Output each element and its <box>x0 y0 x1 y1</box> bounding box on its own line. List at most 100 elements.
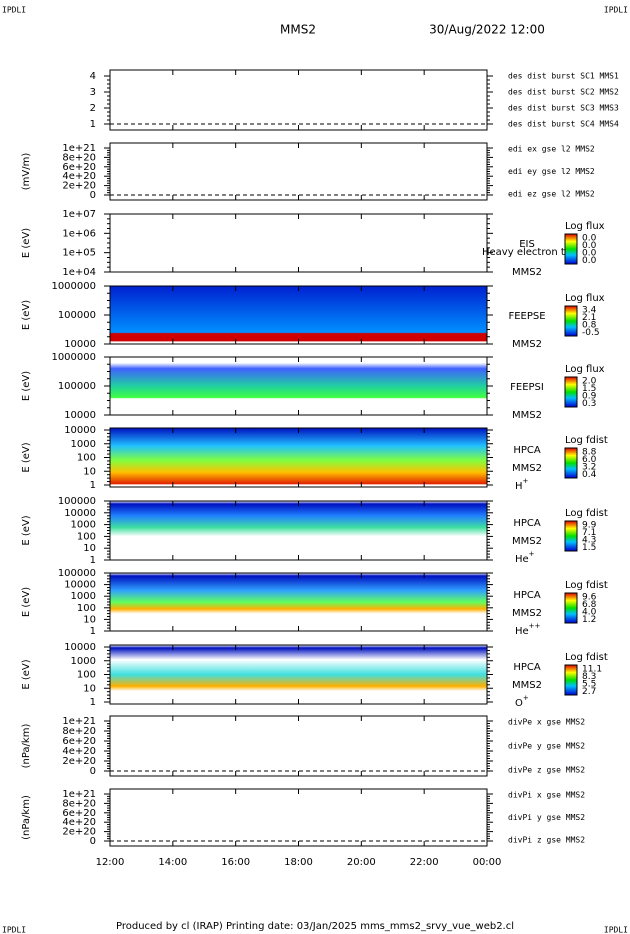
y-tick-label: 10000 <box>64 410 96 421</box>
y-tick-label: 10000 <box>64 339 96 350</box>
y-tick-label: 1000 <box>71 656 96 667</box>
legend-entry: edi ez gse l2 MMS2 <box>508 190 595 199</box>
y-tick-label: 1e+21 <box>62 143 96 154</box>
y-tick-label: 0 <box>90 190 96 201</box>
instrument: EIS <box>519 239 535 250</box>
x-tick-label: 20:00 <box>347 857 376 868</box>
legend-entry: des dist burst SC2 MMS2 <box>508 88 619 97</box>
corner-label: IPDLI <box>2 6 26 15</box>
colorbar <box>564 520 578 552</box>
legend-entry: divPe x gse MMS2 <box>508 718 585 727</box>
y-axis-label: E (eV) <box>21 371 32 401</box>
species: He++ <box>515 622 541 637</box>
species-charge: + <box>523 694 529 702</box>
y-tick-label: 1 <box>90 626 96 637</box>
colorbar <box>564 305 578 337</box>
spectrogram <box>110 501 487 560</box>
species: He+ <box>515 550 535 565</box>
colorbar-tick: 8.8 <box>582 448 597 458</box>
note: Heavy electron to <box>482 247 571 258</box>
colorbar-title: Log fdist <box>565 580 608 591</box>
y-tick-label: 1000 <box>71 439 96 450</box>
colorbar-tick: 1.5 <box>582 384 596 394</box>
spacecraft: MMS2 <box>512 463 542 474</box>
colorbar-tick: 0.0 <box>582 241 597 251</box>
colorbar-tick: 9.9 <box>582 521 597 531</box>
y-tick-label: 0 <box>90 836 96 847</box>
spectrogram <box>110 645 487 704</box>
colorbar <box>564 664 578 696</box>
y-tick-label: 8e+20 <box>62 726 96 737</box>
spacecraft: MMS2 <box>512 536 542 547</box>
colorbar-tick: 0.9 <box>582 392 597 402</box>
colorbar-tick: 0.0 <box>582 234 597 244</box>
y-tick-label: 4e+20 <box>62 817 96 828</box>
y-tick-label: 6e+20 <box>62 162 96 173</box>
legend-entry: des dist burst SC4 MMS4 <box>508 120 619 129</box>
panel-frame <box>109 142 488 201</box>
y-axis-label: E (eV) <box>21 515 32 545</box>
colorbar-tick: 0.0 <box>582 256 597 266</box>
colorbar-title: Log fdist <box>565 435 608 446</box>
y-tick-label: 4e+20 <box>62 171 96 182</box>
y-tick-label: 1e+07 <box>62 209 96 220</box>
y-tick-label: 1e+04 <box>62 267 96 278</box>
colorbar-tick: 1.5 <box>582 543 596 553</box>
y-tick-label: 100 <box>77 603 96 614</box>
y-tick-label: 2e+20 <box>62 827 96 838</box>
instrument: FEEPSI <box>510 382 544 393</box>
y-tick-label: 1 <box>90 119 96 130</box>
y-tick-label: 1 <box>90 480 96 491</box>
colorbar-title: Log fdist <box>565 508 608 519</box>
instrument: HPCA <box>513 445 541 456</box>
colorbar-tick: 6.8 <box>582 600 597 610</box>
spectrogram <box>110 286 487 344</box>
y-tick-label: 2 <box>90 103 96 114</box>
colorbar-tick: 4.0 <box>582 608 597 618</box>
y-tick-label: 100 <box>77 453 96 464</box>
panel-frame <box>109 715 488 777</box>
colorbar-tick: 0.4 <box>582 470 597 480</box>
y-axis-label: E (eV) <box>21 587 32 617</box>
colorbar-title: Log flux <box>565 221 605 232</box>
date: 30/Aug/2022 12:00 <box>429 23 545 37</box>
corner-label: IPDLI <box>604 6 628 15</box>
y-tick-label: 100000 <box>58 310 96 321</box>
corner-label: IPDLI <box>2 926 26 934</box>
y-tick-label: 1000 <box>71 520 96 531</box>
y-tick-label: 1e+21 <box>62 789 96 800</box>
footer: Produced by cl (IRAP) Printing date: 03/… <box>116 921 514 932</box>
legend-entry: divPe y gse MMS2 <box>508 742 585 751</box>
x-tick-label: 12:00 <box>96 857 125 868</box>
colorbar-tick: 4.3 <box>582 536 596 546</box>
y-tick-label: 10000 <box>64 425 96 436</box>
colorbar <box>564 233 578 265</box>
legend-entry: edi ex gse l2 MMS2 <box>508 145 595 154</box>
colorbar-tick: 7.1 <box>582 528 596 538</box>
y-tick-label: 3 <box>90 87 96 98</box>
y-tick-label: 1000000 <box>51 281 96 292</box>
species-base: O <box>515 698 523 709</box>
y-tick-label: 6e+20 <box>62 736 96 747</box>
instrument: HPCA <box>513 590 541 601</box>
spacecraft: MMS2 <box>512 410 542 421</box>
y-tick-label: 1e+06 <box>62 228 96 239</box>
colorbar-tick: 1.2 <box>582 615 596 625</box>
y-tick-label: 1000000 <box>51 352 96 363</box>
colorbar-tick: 8.3 <box>582 672 596 682</box>
spectrogram <box>110 573 487 631</box>
species-base: H <box>515 481 523 492</box>
y-axis-label: E (eV) <box>21 659 32 689</box>
panel-frame <box>109 69 488 131</box>
spacecraft: MMS2 <box>512 680 542 691</box>
y-axis-label: (mV/m) <box>21 153 32 191</box>
legend-entry: edi ey gse l2 MMS2 <box>508 167 595 176</box>
y-axis-label: E (eV) <box>21 228 32 258</box>
y-tick-label: 1 <box>90 697 96 708</box>
y-tick-label: 8e+20 <box>62 152 96 163</box>
species-charge: ++ <box>529 622 541 630</box>
y-tick-label: 10 <box>83 466 96 477</box>
colorbar-tick: 0.3 <box>582 399 596 409</box>
y-tick-label: 2e+20 <box>62 756 96 767</box>
spacecraft: MMS2 <box>512 339 542 350</box>
